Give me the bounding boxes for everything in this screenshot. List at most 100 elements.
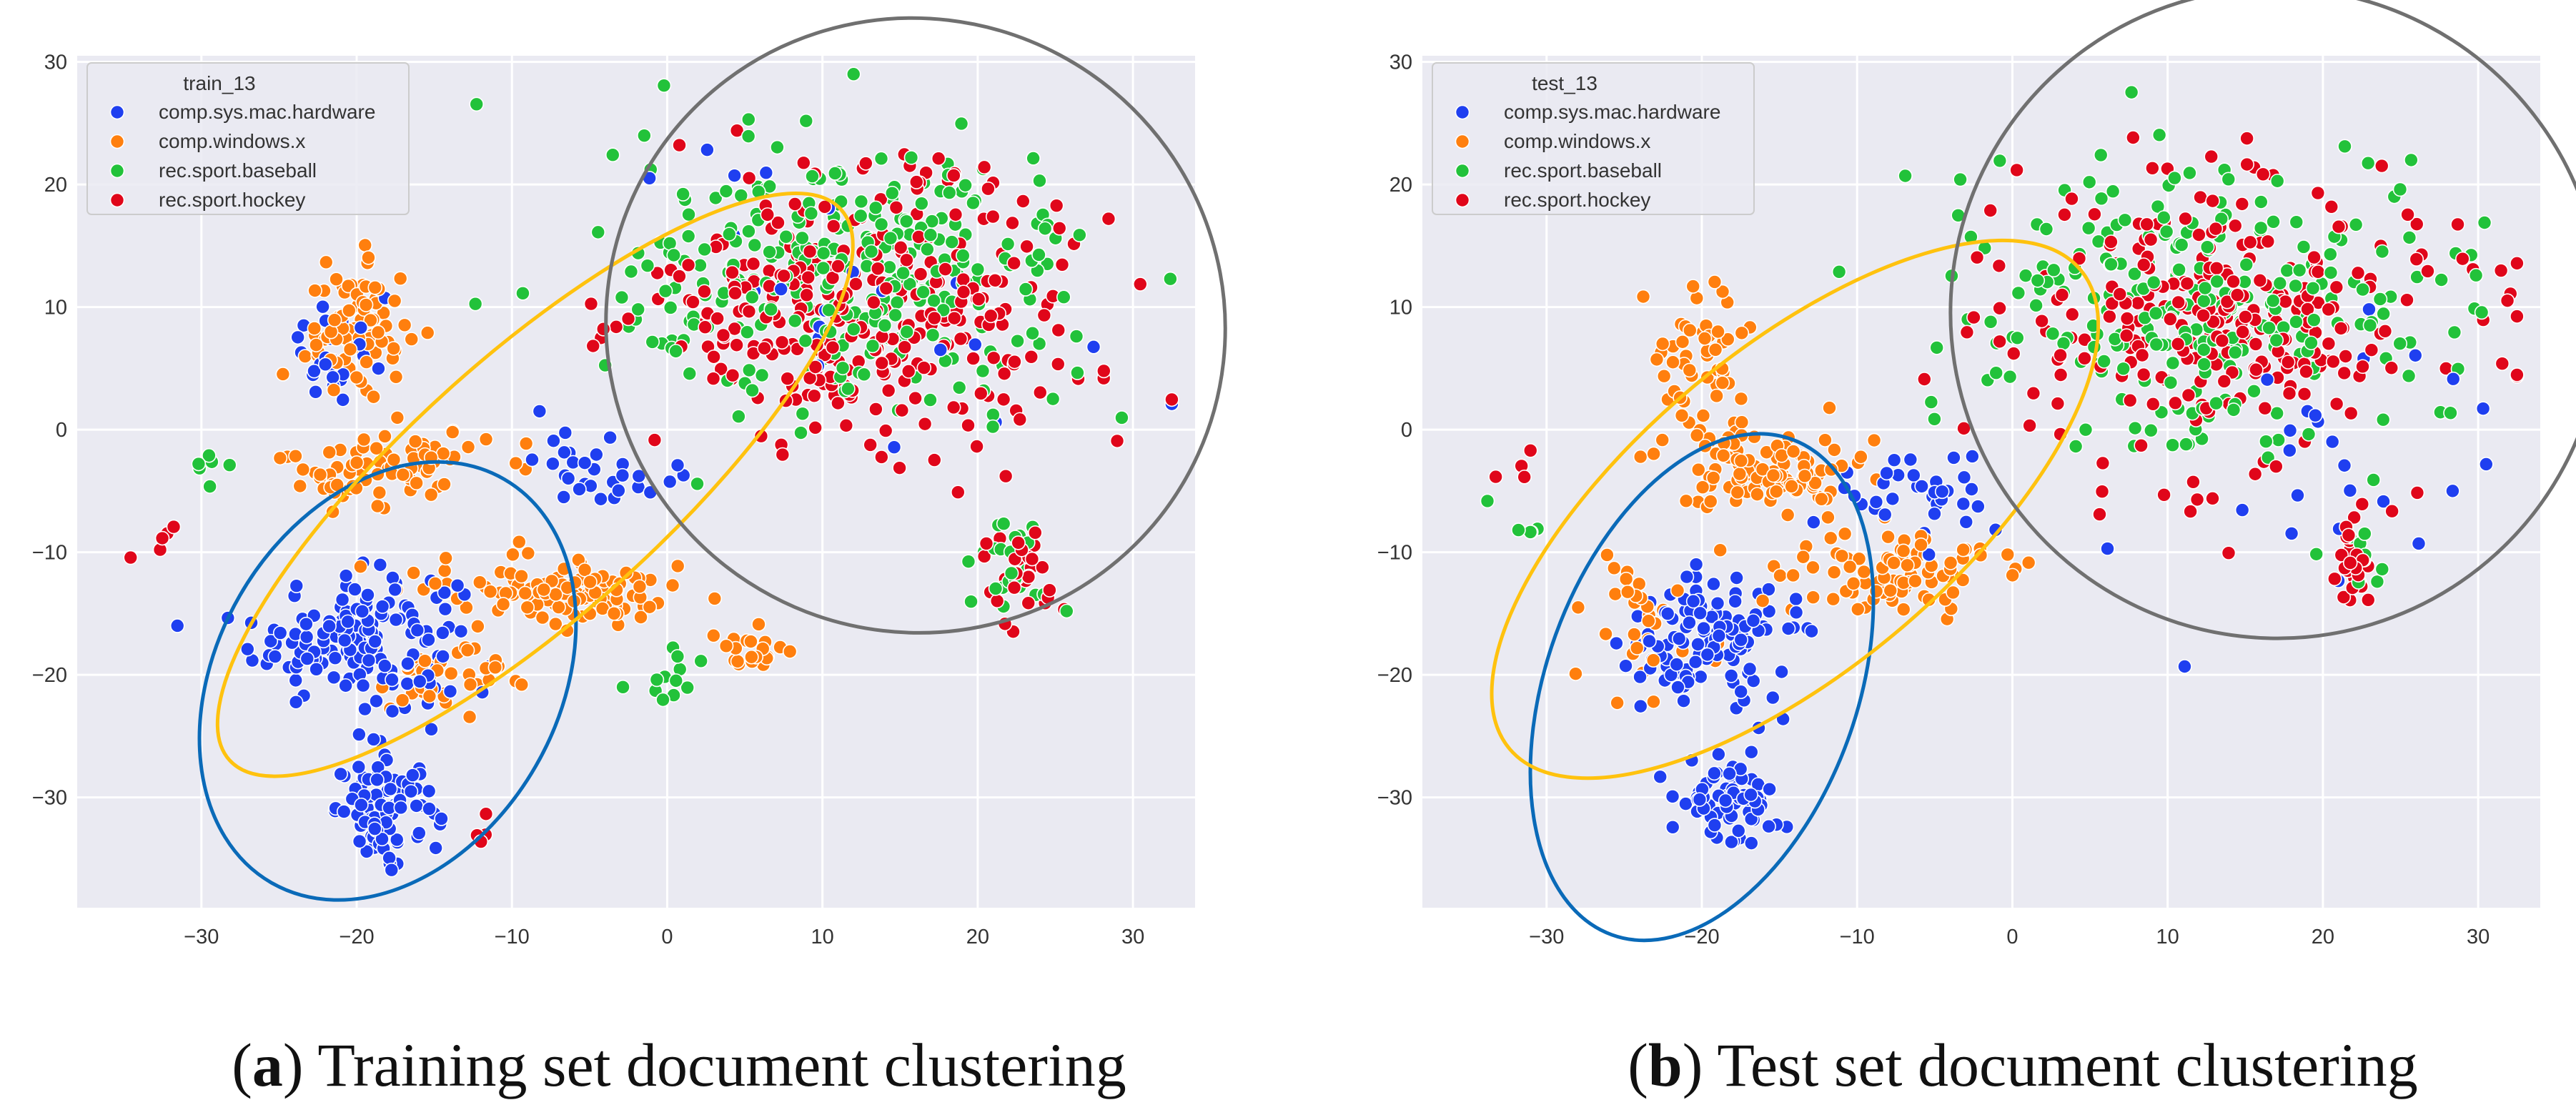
point-rec-sport-hockey <box>2420 264 2435 279</box>
point-rec-sport-hockey <box>2053 367 2069 382</box>
point-rec-sport-hockey <box>2329 279 2344 295</box>
point-rec-sport-baseball <box>941 185 957 200</box>
point-comp-windows-x <box>423 487 439 502</box>
point-rec-sport-hockey <box>866 294 881 310</box>
point-rec-sport-hockey <box>608 319 624 334</box>
point-rec-sport-baseball <box>787 313 803 329</box>
point-comp-sys-mac-hardware <box>352 833 367 849</box>
point-comp-sys-mac-hardware <box>352 727 367 742</box>
point-rec-sport-hockey <box>989 593 1005 609</box>
point-comp-sys-mac-hardware <box>290 329 305 345</box>
point-rec-sport-hockey <box>868 402 883 417</box>
point-rec-sport-hockey <box>2034 313 2049 329</box>
point-rec-sport-hockey <box>2510 367 2525 382</box>
point-rec-sport-hockey <box>1051 220 1067 236</box>
point-rec-sport-hockey <box>2327 571 2342 587</box>
point-rec-sport-baseball <box>798 333 813 349</box>
point-comp-sys-mac-hardware <box>1710 595 1725 611</box>
point-comp-windows-x <box>1695 408 1711 423</box>
x-tick-label: 10 <box>811 926 834 948</box>
point-rec-sport-baseball <box>1163 271 1178 287</box>
x-tick-label: 20 <box>966 926 989 948</box>
point-rec-sport-hockey <box>1005 215 1020 231</box>
point-rec-sport-hockey <box>1028 525 1043 540</box>
point-rec-sport-baseball <box>2227 345 2243 360</box>
point-comp-sys-mac-hardware <box>336 804 352 819</box>
legend-label-comp-sys-mac-hardware: comp.sys.mac.hardware <box>1504 101 1720 123</box>
point-rec-sport-hockey <box>996 366 1012 382</box>
y-tick-label: −30 <box>1377 787 1412 810</box>
point-comp-windows-x <box>1689 427 1705 443</box>
point-comp-windows-x <box>1649 352 1665 367</box>
point-rec-sport-hockey <box>2087 207 2102 222</box>
legend-marker-comp-sys-mac-hardware <box>1455 104 1470 120</box>
legend-box <box>1432 62 1755 215</box>
point-rec-sport-hockey <box>647 432 663 447</box>
point-rec-sport-hockey <box>996 392 1011 407</box>
point-comp-windows-x <box>1670 583 1685 598</box>
point-comp-sys-mac-hardware <box>325 370 340 385</box>
point-rec-sport-baseball <box>747 237 763 253</box>
point-rec-sport-hockey <box>2493 263 2509 278</box>
y-tick-label: 20 <box>44 174 67 197</box>
point-rec-sport-baseball <box>1114 410 1129 425</box>
point-rec-sport-baseball <box>2362 317 2378 333</box>
point-comp-windows-x <box>1656 368 1672 384</box>
point-rec-sport-hockey <box>2409 217 2424 232</box>
point-comp-sys-mac-hardware <box>1609 635 1624 651</box>
point-rec-sport-hockey <box>878 423 893 438</box>
point-rec-sport-hockey <box>2343 405 2359 421</box>
point-comp-windows-x <box>435 446 451 461</box>
point-comp-windows-x <box>356 432 372 447</box>
point-comp-sys-mac-hardware <box>603 430 618 445</box>
point-rec-sport-hockey <box>2189 492 2205 507</box>
point-comp-windows-x <box>1837 526 1853 542</box>
point-comp-windows-x <box>307 283 322 298</box>
x-tick-label: −10 <box>495 926 530 948</box>
point-rec-sport-baseball <box>605 147 620 163</box>
point-comp-windows-x <box>349 455 365 470</box>
point-rec-sport-baseball <box>668 673 684 688</box>
legend-marker-rec-sport-baseball <box>109 163 125 179</box>
point-comp-sys-mac-hardware <box>1946 450 1961 465</box>
point-rec-sport-baseball <box>835 360 851 376</box>
point-comp-windows-x <box>2000 547 2016 563</box>
point-comp-windows-x <box>1685 279 1701 294</box>
point-comp-sys-mac-hardware <box>442 683 458 699</box>
point-comp-windows-x <box>295 462 311 477</box>
point-rec-sport-hockey <box>2399 292 2414 307</box>
point-rec-sport-hockey <box>897 340 913 355</box>
point-rec-sport-hockey <box>2229 287 2245 303</box>
point-rec-sport-baseball <box>2068 439 2084 454</box>
point-comp-sys-mac-hardware <box>1685 593 1701 609</box>
point-comp-sys-mac-hardware <box>1877 507 1893 522</box>
point-comp-sys-mac-hardware <box>886 440 902 455</box>
point-rec-sport-hockey <box>2252 273 2268 288</box>
legend: test_13 comp.sys.mac.hardware comp.windows… <box>1432 62 1755 215</box>
point-comp-sys-mac-hardware <box>410 623 425 638</box>
point-comp-windows-x <box>1635 289 1651 304</box>
point-rec-sport-hockey <box>2248 337 2264 352</box>
point-rec-sport-baseball <box>2116 361 2131 377</box>
point-rec-sport-baseball <box>2468 267 2484 283</box>
point-rec-sport-hockey <box>1006 255 1021 271</box>
point-comp-sys-mac-hardware <box>572 482 587 497</box>
point-rec-sport-hockey <box>1024 551 1040 567</box>
point-comp-sys-mac-hardware <box>560 471 576 486</box>
x-tick-label: −10 <box>1840 926 1875 948</box>
point-rec-sport-hockey <box>741 170 757 186</box>
point-comp-sys-mac-hardware <box>700 142 715 157</box>
point-rec-sport-baseball <box>846 66 861 82</box>
point-rec-sport-hockey <box>938 262 953 277</box>
point-comp-sys-mac-hardware <box>354 797 369 813</box>
point-comp-sys-mac-hardware <box>288 673 304 688</box>
point-comp-sys-mac-hardware <box>557 445 572 460</box>
point-comp-windows-x <box>1784 479 1799 494</box>
point-rec-sport-baseball <box>2117 212 2133 228</box>
point-comp-sys-mac-hardware <box>353 320 369 335</box>
point-rec-sport-hockey <box>774 334 790 350</box>
point-rec-sport-hockey <box>713 361 729 377</box>
point-comp-windows-x <box>1886 555 1901 570</box>
point-rec-sport-hockey <box>1021 569 1036 585</box>
point-rec-sport-hockey <box>1959 324 1975 340</box>
